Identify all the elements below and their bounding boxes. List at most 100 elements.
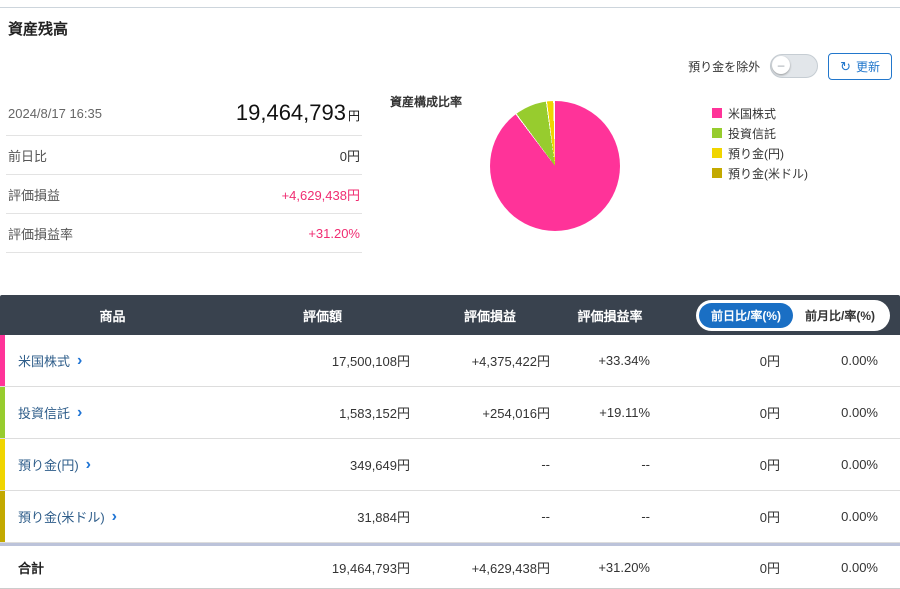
- summary-rows: 前日比 0円評価損益 +4,629,438円評価損益率 +31.20%: [6, 136, 362, 253]
- col-header-pl-rate: 評価損益率: [577, 308, 643, 324]
- total-day-rate: 0.00%: [841, 559, 878, 575]
- product-link[interactable]: 投資信託 ›: [0, 403, 225, 422]
- product-name: 預り金(米ドル): [18, 510, 105, 525]
- total-valuation: 19,464,793円: [331, 560, 410, 576]
- total-pl: +4,629,438円: [471, 560, 550, 576]
- summary-row-label: 評価損益率: [8, 226, 74, 242]
- day-change-cell: 0円: [759, 406, 780, 421]
- chart-area: 資産構成比率: [362, 91, 712, 253]
- refresh-icon: ↻: [840, 58, 851, 74]
- table-body: 米国株式 › 17,500,108円 +4,375,422円 +33.34% 0円 0.00…: [0, 335, 900, 543]
- pl-cell: --: [541, 509, 550, 524]
- refresh-button[interactable]: ↻ 更新: [828, 52, 892, 80]
- legend-item: 投資信託: [712, 125, 894, 142]
- table-row: 預り金(円) › 349,649円 -- -- 0円 0.00%: [0, 439, 900, 491]
- product-link[interactable]: 預り金(米ドル) ›: [0, 507, 225, 526]
- legend-label: 預り金(円): [728, 147, 784, 161]
- summary-panel: 2024/8/17 16:35 19,464,793 円 前日比 0円評価損益 +4,…: [6, 91, 362, 253]
- summary-row-label: 前日比: [8, 148, 48, 164]
- period-daily-button[interactable]: 前日比/率(%): [699, 302, 793, 328]
- table-row: 投資信託 › 1,583,152円 +254,016円 +19.11% 0円 0.00%: [0, 387, 900, 439]
- exclude-deposit-toggle-label: 預り金を除外: [688, 59, 761, 74]
- toggle-knob-icon: –: [772, 56, 791, 74]
- summary-row: 前日比 0円: [6, 136, 362, 175]
- day-rate-cell: 0.00%: [841, 405, 878, 420]
- pl-cell: +254,016円: [482, 406, 550, 421]
- day-rate-cell: 0.00%: [841, 353, 878, 368]
- legend-swatch: [712, 148, 722, 158]
- table-row: 預り金(米ドル) › 31,884円 -- -- 0円 0.00%: [0, 491, 900, 543]
- chevron-right-icon: ›: [77, 403, 83, 421]
- legend-swatch: [712, 128, 722, 138]
- total-asset-value: 19,464,793 円: [236, 100, 360, 126]
- valuation-cell: 1,583,152円: [339, 406, 410, 421]
- overview-section: 2024/8/17 16:35 19,464,793 円 前日比 0円評価損益 +4,…: [0, 91, 900, 253]
- day-rate-cell: 0.00%: [841, 457, 878, 472]
- product-name: 預り金(円): [18, 458, 79, 473]
- col-header-pl: 評価損益: [463, 308, 516, 324]
- summary-row-value: +4,629,438円: [281, 187, 360, 203]
- table-row: 米国株式 › 17,500,108円 +4,375,422円 +33.34% 0円 0.00…: [0, 335, 900, 387]
- exclude-deposit-toggle[interactable]: –: [770, 54, 819, 78]
- legend-label: 米国株式: [728, 107, 777, 121]
- table-header: 商品 評価額 評価損益 評価損益率 前日比/率(%) 前月比/率(%): [0, 295, 900, 335]
- legend-item: 預り金(米ドル): [712, 165, 894, 182]
- day-change-cell: 0円: [759, 458, 780, 473]
- valuation-cell: 31,884円: [357, 510, 410, 525]
- category-color-bar: [0, 439, 5, 490]
- product-name: 米国株式: [18, 354, 71, 369]
- legend-item: 預り金(円): [712, 145, 894, 162]
- currency-suffix: 円: [347, 109, 360, 123]
- asset-pie-chart: [490, 101, 620, 231]
- pl-cell: +4,375,422円: [471, 354, 550, 369]
- pl-rate-cell: +33.34%: [598, 353, 650, 368]
- total-pl-rate: +31.20%: [598, 559, 650, 575]
- period-monthly-button[interactable]: 前月比/率(%): [805, 308, 875, 323]
- summary-row-value: +31.20%: [308, 225, 360, 241]
- day-change-cell: 0円: [759, 510, 780, 525]
- col-header-product: 商品: [99, 308, 126, 324]
- total-day-change: 0円: [759, 560, 780, 576]
- col-header-valuation: 評価額: [302, 308, 342, 324]
- product-link[interactable]: 預り金(円) ›: [0, 455, 225, 474]
- summary-total-row: 2024/8/17 16:35 19,464,793 円: [6, 91, 362, 136]
- product-name: 投資信託: [18, 406, 71, 421]
- total-asset-number: 19,464,793: [235, 100, 346, 125]
- legend-swatch: [712, 168, 722, 178]
- pl-rate-cell: --: [641, 509, 650, 524]
- chart-title: 資産構成比率: [390, 95, 463, 109]
- legend-label: 投資信託: [728, 127, 777, 141]
- chevron-right-icon: ›: [111, 507, 117, 525]
- pl-cell: --: [541, 457, 550, 472]
- legend-label: 預り金(米ドル): [728, 167, 808, 181]
- category-color-bar: [0, 387, 5, 438]
- controls-bar: 預り金を除外 – ↻ 更新: [0, 52, 892, 80]
- day-rate-cell: 0.00%: [841, 509, 878, 524]
- as-of-timestamp: 2024/8/17 16:35: [8, 105, 102, 121]
- valuation-cell: 17,500,108円: [331, 354, 410, 369]
- chart-legend: 米国株式投資信託預り金(円) 預り金(米ドル): [712, 105, 894, 253]
- day-change-cell: 0円: [759, 354, 780, 369]
- category-color-bar: [0, 491, 5, 542]
- pl-rate-cell: --: [641, 457, 650, 472]
- page-title: 資産残高: [8, 21, 69, 38]
- category-color-bar: [0, 335, 5, 386]
- summary-row: 評価損益 +4,629,438円: [6, 175, 362, 214]
- top-divider: [0, 0, 900, 8]
- pl-rate-cell: +19.11%: [599, 405, 650, 420]
- total-label: 合計: [18, 560, 45, 576]
- table-total-row: 合計 19,464,793円 +4,629,438円 +31.20% 0円 0.…: [0, 543, 900, 589]
- valuation-cell: 349,649円: [350, 458, 410, 473]
- period-toggle-group: 前日比/率(%) 前月比/率(%): [696, 299, 890, 331]
- chevron-right-icon: ›: [85, 455, 91, 473]
- chevron-right-icon: ›: [77, 351, 83, 369]
- summary-row-value: 0円: [339, 148, 360, 164]
- summary-row-label: 評価損益: [8, 187, 61, 203]
- legend-swatch: [712, 108, 722, 118]
- summary-row: 評価損益率 +31.20%: [6, 214, 362, 253]
- refresh-button-label: 更新: [855, 59, 880, 74]
- legend-item: 米国株式: [712, 105, 894, 122]
- holdings-table: 商品 評価額 評価損益 評価損益率 前日比/率(%) 前月比/率(%) 米国株式…: [0, 295, 900, 589]
- product-link[interactable]: 米国株式 ›: [0, 351, 225, 370]
